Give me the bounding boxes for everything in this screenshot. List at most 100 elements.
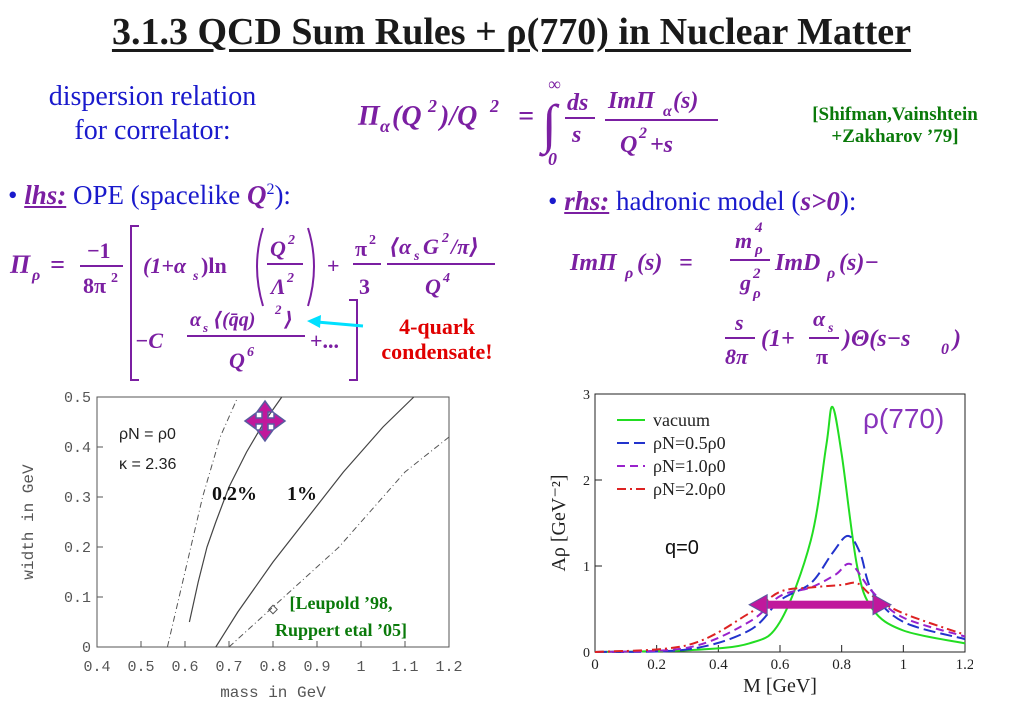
x-tick-label: 1.2	[956, 657, 973, 673]
condensate-line-1: 4-quark	[399, 314, 475, 339]
y-axis-label: width in GeV	[20, 464, 38, 580]
svg-text:⟨α: ⟨α	[389, 234, 412, 259]
svg-text:2: 2	[752, 266, 761, 282]
legend-kappa: κ = 2.36	[119, 456, 176, 473]
svg-text:g: g	[739, 270, 751, 295]
svg-text:2: 2	[286, 271, 294, 286]
y-tick-label: 0.5	[64, 390, 91, 407]
svg-text:(s): (s)	[637, 250, 662, 276]
svg-text:s: s	[827, 321, 834, 336]
label-1-percent: 1%	[287, 483, 317, 505]
lhs-text: OPE (spacelike	[72, 180, 241, 210]
bullet-dot: •	[8, 180, 18, 210]
x-tick-label: 0.6	[771, 657, 790, 673]
lhs-bullet: • lhs: OPE (spacelike Q2):	[8, 180, 291, 210]
svg-text:α: α	[380, 116, 391, 136]
svg-text:ImD: ImD	[774, 250, 820, 276]
y-tick-label: 0.4	[64, 440, 91, 457]
label-0-2-percent: 0.2%	[212, 483, 257, 505]
x-axis-label: M [GeV]	[743, 675, 817, 696]
svg-text:(1+α: (1+α	[143, 253, 187, 278]
double-arrow-right-head	[872, 593, 893, 616]
x-tick-label: 1.1	[391, 659, 418, 676]
svg-text:Π: Π	[9, 250, 31, 279]
svg-text:/π⟩: /π⟩	[449, 234, 479, 259]
marker-diamond	[268, 604, 278, 615]
svg-text:⟩: ⟩	[283, 309, 293, 331]
x-tick-label: 0.2	[647, 657, 666, 673]
svg-text:ImΠ: ImΠ	[607, 88, 656, 114]
spectral-function-plot: 0 1 2 3 0 0.2 0.4 0.6 0.8 1 1.2 M [GeV] Aρ [GeV⁻²] ρ(…	[548, 388, 974, 697]
hadronic-formula: ImΠ ρ (s) = m 4 ρ g 2 ρ ImD ρ (s)− s 8π …	[569, 220, 961, 369]
reference-leupold-1: [Leupold ’98,	[289, 593, 392, 613]
y-tick-label: 0	[82, 640, 91, 657]
svg-text:Q: Q	[270, 236, 286, 261]
y-tick-label: 0.2	[64, 540, 91, 557]
rhs-label: rhs:	[564, 186, 610, 216]
svg-text:π: π	[355, 236, 367, 261]
x-tick-label: 0.4	[709, 657, 728, 673]
x-axis-label: mass in GeV	[220, 684, 326, 702]
reference-line-2: +Zakharov ’79]	[831, 126, 959, 147]
x-tick-label: 0.9	[303, 659, 330, 676]
x-tick-label: 1	[356, 659, 365, 676]
svg-text:)/Q: )/Q	[437, 101, 477, 132]
svg-text:): )	[951, 326, 961, 352]
svg-text:(1+: (1+	[761, 326, 795, 352]
svg-text:=: =	[518, 101, 534, 132]
x-tick-label: 0.8	[832, 657, 851, 673]
svg-text:=: =	[679, 250, 693, 276]
svg-text:ρ: ρ	[31, 267, 40, 284]
svg-text:G: G	[423, 234, 439, 259]
svg-text:2: 2	[111, 271, 118, 286]
svg-text:ρ: ρ	[624, 265, 633, 282]
svg-text:2: 2	[489, 96, 499, 116]
svg-text:Λ: Λ	[269, 274, 286, 299]
y-tick-label: 0.3	[64, 490, 91, 507]
dispersion-label: dispersion relation for correlator:	[20, 80, 285, 148]
x-tick-label: 0.8	[259, 659, 286, 676]
svg-text:)ln: )ln	[201, 253, 227, 278]
series-line-1	[594, 534, 966, 653]
svg-text:2: 2	[638, 125, 647, 142]
double-arrow-shaft	[765, 600, 875, 609]
svg-text:0: 0	[941, 341, 949, 358]
legend-density: ρN = ρ0	[119, 426, 176, 443]
svg-text:∫: ∫	[539, 94, 560, 157]
svg-text:m: m	[735, 228, 752, 253]
svg-text:2: 2	[441, 231, 449, 246]
legend-label-3: ρN=2.0ρ0	[653, 479, 726, 499]
svg-text:+s: +s	[650, 132, 673, 158]
condensate-note: 4-quark condensate!	[362, 314, 512, 364]
svg-text:s: s	[202, 320, 208, 335]
svg-text:π: π	[816, 344, 828, 369]
boundary-right	[228, 436, 450, 648]
x-tick-label: 0.4	[83, 659, 110, 676]
series-line-3	[594, 581, 966, 653]
boundary-left	[166, 396, 239, 648]
svg-text:ρ: ρ	[826, 265, 835, 282]
ope-formula: Π ρ = −1 8π 2 (1+α s )ln Q 2 Λ 2 + π 2 3…	[9, 225, 495, 381]
legend-label-2: ρN=1.0ρ0	[653, 456, 726, 476]
svg-text:ImΠ: ImΠ	[569, 250, 618, 276]
svg-text:0: 0	[548, 149, 557, 169]
reference-shifman: [Shifman,Vainshtein +Zakharov ’79]	[775, 104, 1015, 148]
y-tick-label: 0	[583, 646, 590, 661]
svg-text:4: 4	[442, 271, 450, 286]
legend-label-1: ρN=0.5ρ0	[653, 433, 726, 453]
svg-text:s: s	[571, 122, 581, 148]
reference-leupold-2: Ruppert etal ’05]	[275, 620, 407, 640]
svg-text:8π: 8π	[83, 273, 106, 298]
svg-text:)Θ(s−s: )Θ(s−s	[841, 326, 911, 352]
page-title: 3.1.3 QCD Sum Rules + ρ(770) in Nuclear …	[111, 11, 912, 53]
svg-text:6: 6	[247, 345, 254, 360]
svg-text:α: α	[813, 306, 826, 331]
x-tick-label: 0.7	[215, 659, 242, 676]
svg-text:2: 2	[287, 233, 295, 248]
reference-line-1: [Shifman,Vainshtein	[812, 104, 978, 125]
y-axis-label: Aρ [GeV⁻²]	[548, 474, 570, 571]
left-plot-panel: 0.5 0.4 0.3 0.2 0.1 0 0.4 0.5 0.6 0.7 0.8 0.9 1 1.1 1.…	[17, 384, 479, 708]
svg-text:(Q: (Q	[392, 101, 422, 132]
svg-text:α: α	[190, 309, 202, 331]
y-tick-label: 0.1	[64, 590, 91, 607]
